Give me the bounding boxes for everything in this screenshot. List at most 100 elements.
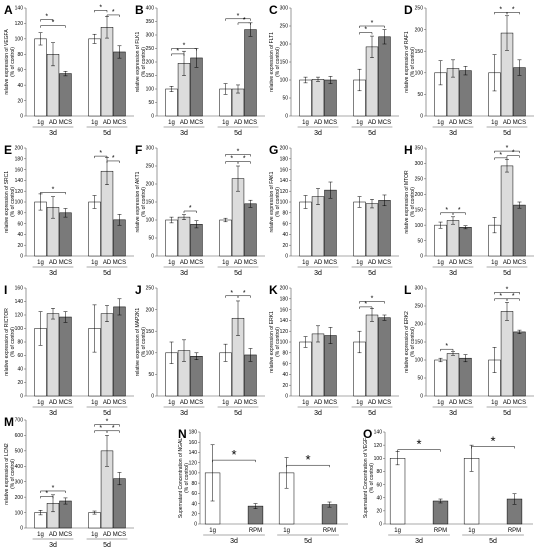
group-label: 3d bbox=[449, 130, 457, 137]
group-label: 5d bbox=[234, 410, 242, 417]
category-label: 1g bbox=[168, 120, 175, 126]
panel-letter: J bbox=[135, 283, 142, 297]
bar-mcs bbox=[459, 70, 472, 117]
y-tick-label: 120 bbox=[280, 329, 289, 335]
y-tick-label: 20 bbox=[282, 383, 288, 389]
y-axis-label: relative expression of LCN2 bbox=[4, 443, 10, 505]
y-tick-label: 300 bbox=[15, 479, 24, 485]
bar-1g bbox=[34, 38, 47, 117]
category-label: MCS bbox=[459, 400, 472, 406]
panel-letter: O bbox=[363, 427, 372, 441]
y-tick-label: 350 bbox=[146, 19, 155, 25]
y-tick-label: 60 bbox=[17, 353, 23, 359]
y-axis-label: relative expression of FLT1 bbox=[269, 32, 275, 92]
y-tick-label: 50 bbox=[148, 372, 154, 378]
y-axis-label: relative expression of RAF1 bbox=[404, 31, 410, 93]
category-label: 1g bbox=[356, 120, 363, 126]
category-label: AD bbox=[49, 120, 58, 126]
group-label: 3d bbox=[49, 410, 57, 417]
y-tick-label: 20 bbox=[17, 380, 23, 386]
y-tick-label: 200 bbox=[415, 322, 424, 328]
y-tick-label: 100 bbox=[146, 87, 155, 93]
group-label: 3d bbox=[314, 130, 322, 137]
y-tick-label: 50 bbox=[417, 376, 423, 382]
panel-letter: D bbox=[404, 3, 413, 17]
sig-marker: * bbox=[364, 301, 367, 308]
y-tick-label: 60 bbox=[376, 482, 382, 488]
y-tick-label: 160 bbox=[280, 167, 289, 173]
category-label: 1g bbox=[91, 260, 98, 266]
bar-rpm bbox=[432, 500, 449, 525]
y-tick-label: 300 bbox=[280, 6, 289, 12]
category-label: AD bbox=[103, 120, 112, 126]
category-label: 1g bbox=[168, 260, 175, 266]
y-tick-label: 160 bbox=[189, 440, 198, 446]
y-tick-label: 200 bbox=[280, 146, 289, 152]
panel-i: I 0 20 40 60 80 100 120 140 160 relative expressio… bbox=[4, 283, 134, 417]
bar-mcs bbox=[513, 204, 526, 257]
sig-marker: * bbox=[112, 9, 115, 16]
y-tick-label: 0 bbox=[151, 114, 154, 120]
y-tick-label: 150 bbox=[146, 73, 155, 79]
category-label: AD bbox=[49, 400, 58, 406]
y-tick-label: 20 bbox=[17, 243, 23, 249]
category-label: 1g bbox=[37, 532, 44, 538]
bar-mcs bbox=[378, 200, 391, 257]
category-label: RPM bbox=[323, 528, 336, 534]
category-label: MCS bbox=[59, 532, 72, 538]
group-label: 5d bbox=[368, 410, 376, 417]
category-label: AD bbox=[103, 260, 112, 266]
y-tick-label: 300 bbox=[415, 161, 424, 167]
y-tick-label: 120 bbox=[15, 189, 24, 195]
category-label: 1g bbox=[437, 120, 444, 126]
y-tick-label: 50 bbox=[148, 100, 154, 106]
y-tick-label: 60 bbox=[191, 491, 197, 497]
category-label: 1g bbox=[468, 528, 475, 534]
category-label: 1g bbox=[91, 120, 98, 126]
y-tick-label: 150 bbox=[280, 60, 289, 66]
sig-marker: * bbox=[230, 156, 233, 163]
bar-mcs bbox=[59, 316, 72, 397]
y-axis-label: (% of control) bbox=[369, 463, 375, 493]
y-tick-label: 0 bbox=[20, 254, 23, 260]
sig-marker: * bbox=[506, 286, 509, 293]
panel-j: J 0 50 100 150 200 250 relative expression of M… bbox=[135, 283, 265, 417]
group-label: 3d bbox=[314, 270, 322, 277]
group-label: 5d bbox=[103, 410, 111, 417]
y-tick-label: 80 bbox=[17, 52, 23, 58]
group-label: 3d bbox=[180, 130, 188, 137]
y-axis-label: (% of control) bbox=[410, 327, 416, 357]
sig-marker: * bbox=[417, 437, 422, 452]
y-tick-label: 100 bbox=[280, 78, 289, 84]
panel-letter: I bbox=[4, 283, 7, 297]
bar-mcs bbox=[113, 306, 126, 397]
y-tick-label: 150 bbox=[415, 207, 424, 213]
sig-marker: * bbox=[237, 148, 240, 155]
bar-1g bbox=[165, 88, 178, 117]
y-tick-label: 200 bbox=[146, 60, 155, 66]
sig-marker: * bbox=[306, 452, 311, 467]
y-tick-label: 150 bbox=[146, 329, 155, 335]
category-label: MCS bbox=[378, 400, 391, 406]
panel-o: O 0 20 40 60 80 100 120 140 Supernatant Concentra… bbox=[363, 427, 533, 545]
sig-marker: * bbox=[243, 17, 246, 24]
y-tick-label: 50 bbox=[417, 92, 423, 98]
y-tick-label: 0 bbox=[379, 522, 382, 528]
bar-1g bbox=[88, 201, 101, 257]
category-label: AD bbox=[449, 400, 458, 406]
y-tick-label: 80 bbox=[191, 481, 197, 487]
y-tick-label: 100 bbox=[189, 471, 198, 477]
bar-ad bbox=[311, 79, 325, 117]
sig-marker: * bbox=[112, 425, 115, 432]
bar-1g bbox=[219, 219, 232, 257]
sig-marker: * bbox=[506, 145, 509, 152]
y-tick-label: 350 bbox=[415, 146, 424, 152]
y-axis-label: relative expression of AKT1 bbox=[135, 171, 141, 232]
category-label: AD bbox=[503, 400, 512, 406]
y-tick-label: 0 bbox=[20, 394, 23, 400]
y-tick-label: 400 bbox=[15, 464, 24, 470]
group-label: 3d bbox=[449, 270, 457, 277]
category-label: AD bbox=[368, 260, 377, 266]
y-axis-label: (% of control) bbox=[275, 187, 281, 217]
